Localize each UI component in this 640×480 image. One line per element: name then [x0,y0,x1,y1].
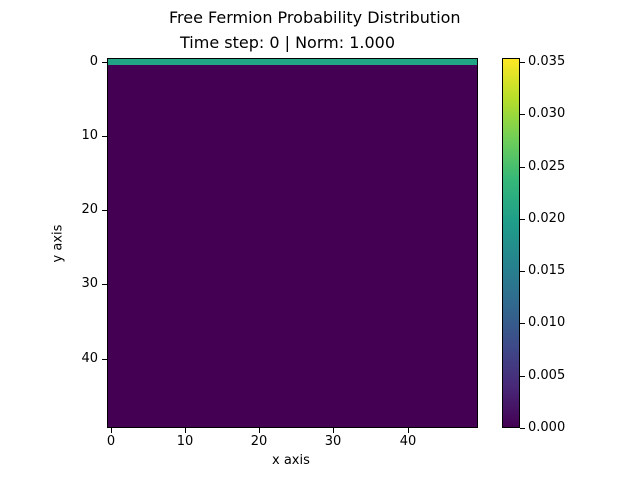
y-axis-label: y axis [50,224,66,263]
colorbar-tick-label: 0.005 [528,368,566,383]
x-tick-mark [333,428,334,433]
x-tick-label: 40 [399,434,417,449]
y-tick-mark [102,284,107,285]
x-tick-label: 0 [106,434,116,449]
colorbar-tick-mark [520,219,525,220]
colorbar-tick-mark [520,167,525,168]
heatmap-row-0 [108,59,477,65]
x-tick-mark [408,428,409,433]
colorbar [502,58,520,428]
colorbar-tick-mark [520,271,525,272]
colorbar-tick-label: 0.030 [528,106,566,121]
x-tick-label: 30 [324,434,342,449]
y-tick-label: 0 [89,54,98,69]
heatmap-plot [107,58,478,428]
y-tick-label: 10 [81,128,98,143]
x-tick-mark [259,428,260,433]
colorbar-tick-mark [520,428,525,429]
colorbar-tick-mark [520,376,525,377]
x-tick-mark [111,428,112,433]
x-tick-label: 20 [250,434,268,449]
y-tick-mark [102,136,107,137]
colorbar-tick-mark [520,114,525,115]
colorbar-tick-label: 0.000 [528,420,566,435]
y-tick-label: 30 [81,276,98,291]
colorbar-tick-label: 0.015 [528,263,566,278]
colorbar-tick-mark [520,323,525,324]
chart-subtitle: Time step: 0 | Norm: 1.000 [180,33,395,52]
chart-title: Free Fermion Probability Distribution [169,8,461,27]
x-axis-label: x axis [272,453,310,468]
colorbar-tick-label: 0.020 [528,211,566,226]
y-tick-mark [102,210,107,211]
y-tick-label: 20 [81,202,98,217]
colorbar-tick-label: 0.035 [528,54,566,69]
colorbar-tick-mark [520,62,525,63]
x-tick-label: 10 [176,434,194,449]
colorbar-tick-label: 0.010 [528,315,566,330]
y-tick-label: 40 [81,351,98,366]
y-tick-mark [102,62,107,63]
y-tick-mark [102,359,107,360]
colorbar-tick-label: 0.025 [528,159,566,174]
x-tick-mark [185,428,186,433]
